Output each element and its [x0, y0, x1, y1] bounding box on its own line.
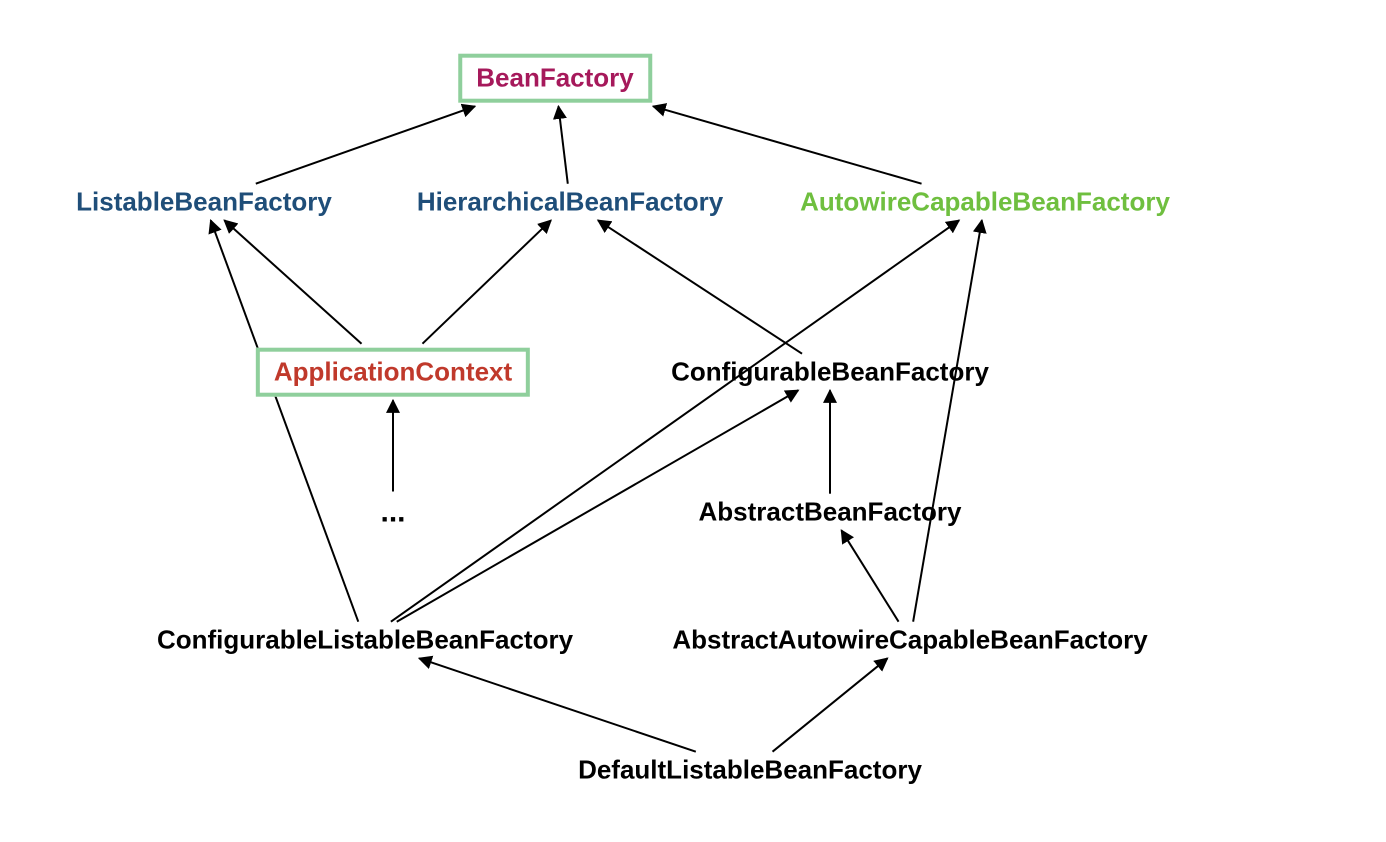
edge-hierarchical-to-beanFactory	[558, 106, 567, 183]
node-defaultListable: DefaultListableBeanFactory	[578, 756, 922, 785]
edge-appContext-to-listable	[224, 220, 361, 343]
edge-abstractAutowire-to-abstractBF	[841, 530, 898, 621]
edge-configurableListable-to-listable	[211, 220, 359, 621]
node-listable: ListableBeanFactory	[76, 188, 332, 217]
edge-configurableListable-to-autowire	[391, 220, 959, 621]
node-appContext: ApplicationContext	[256, 348, 530, 397]
node-hierarchical: HierarchicalBeanFactory	[417, 188, 723, 217]
node-configurableBF: ConfigurableBeanFactory	[671, 358, 989, 387]
edge-defaultListable-to-abstractAutowire	[773, 658, 888, 751]
edge-listable-to-beanFactory	[256, 106, 475, 183]
node-abstractBF: AbstractBeanFactory	[699, 498, 962, 527]
node-autowire: AutowireCapableBeanFactory	[800, 188, 1170, 217]
node-beanFactory: BeanFactory	[458, 54, 652, 103]
edge-configurableBF-to-hierarchical	[598, 220, 802, 353]
edge-abstractAutowire-to-autowire	[913, 220, 982, 621]
node-ellipsis: ...	[380, 496, 405, 529]
node-configurableListable: ConfigurableListableBeanFactory	[157, 626, 573, 655]
class-hierarchy-diagram: BeanFactory ListableBeanFactory Hierarchic…	[0, 0, 1386, 842]
edges-layer	[0, 0, 1386, 842]
edge-appContext-to-hierarchical	[422, 220, 550, 343]
node-abstractAutowire: AbstractAutowireCapableBeanFactory	[672, 626, 1147, 655]
edge-defaultListable-to-configurableListable	[419, 658, 696, 751]
edge-autowire-to-beanFactory	[653, 106, 921, 183]
